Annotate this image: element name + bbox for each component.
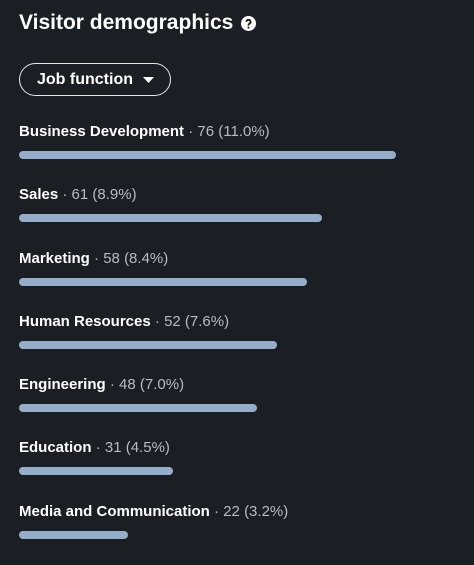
count: 76: [197, 123, 215, 140]
category-name: Engineering: [19, 376, 106, 394]
count: 31: [104, 439, 122, 457]
separator: ·: [94, 249, 100, 267]
filter-dropdown[interactable]: Job function: [19, 63, 171, 96]
header: Visitor demographics: [19, 11, 257, 35]
bar: [19, 404, 258, 413]
demographic-row: Engineering · 48 (7.0%): [19, 375, 459, 438]
separator: ·: [214, 502, 220, 520]
share: (8.4%): [124, 249, 169, 267]
row-label: Business Development · 76 (11.0%): [19, 122, 459, 142]
share: (3.2%): [244, 502, 289, 520]
category-name: Business Development: [19, 123, 185, 140]
bar: [19, 467, 173, 476]
demographic-row: Sales · 61 (8.9%): [19, 185, 459, 248]
bar: [19, 214, 322, 223]
page: Visitor demographics Job function Busine…: [19, 11, 396, 539]
separator: ·: [62, 186, 68, 204]
share: (11.0%): [218, 123, 270, 140]
demographic-row: Media and Communication · 22 (3.2%): [19, 502, 459, 565]
bar: [19, 340, 277, 349]
category-name: Education: [19, 439, 92, 457]
filter-label: Job function: [37, 70, 133, 88]
count: 58: [103, 249, 120, 267]
bar: [19, 151, 396, 159]
bar: [19, 530, 129, 539]
bar: [19, 277, 307, 286]
category-name: Marketing: [19, 249, 90, 267]
caret: [142, 76, 154, 83]
row-label: Media and Communication · 22 (3.2%): [19, 502, 459, 522]
share: (4.5%): [125, 439, 170, 457]
row-label: Human Resources · 52 (7.6%): [19, 312, 459, 332]
demographics-list: Business Development · 76 (11.0%) Sales ·…: [19, 122, 459, 565]
category-name: Human Resources: [19, 312, 151, 330]
category-name: Sales: [19, 186, 59, 204]
share: (7.0%): [139, 376, 185, 394]
row-label: Sales · 61 (8.9%): [19, 185, 459, 205]
count: 52: [164, 312, 181, 330]
share: (7.6%): [184, 312, 230, 330]
demographic-row: Human Resources · 52 (7.6%): [19, 312, 459, 375]
demographic-row: Education · 31 (4.5%): [19, 438, 459, 501]
row-label: Education · 31 (4.5%): [19, 438, 459, 458]
count: 61: [71, 186, 89, 204]
category-name: Media and Communication: [19, 502, 210, 520]
separator: ·: [188, 123, 194, 140]
row-label: Marketing · 58 (8.4%): [19, 249, 459, 269]
help-icon[interactable]: [241, 15, 257, 31]
count: 48: [119, 376, 136, 394]
separator: ·: [109, 376, 115, 394]
row-label: Engineering · 48 (7.0%): [19, 375, 459, 395]
demographic-row: Marketing · 58 (8.4%): [19, 249, 459, 312]
count: 22: [223, 502, 240, 520]
title: Visitor demographics: [19, 11, 234, 34]
demographic-row: Business Development · 76 (11.0%): [19, 122, 459, 185]
separator: ·: [95, 439, 101, 457]
separator: ·: [154, 312, 160, 330]
share: (8.9%): [92, 186, 137, 204]
